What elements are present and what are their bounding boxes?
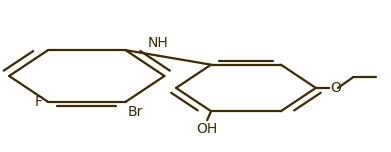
Text: F: F [34, 95, 42, 109]
Text: OH: OH [197, 122, 218, 136]
Text: Br: Br [127, 105, 143, 119]
Text: O: O [331, 81, 341, 95]
Text: NH: NH [148, 36, 169, 50]
